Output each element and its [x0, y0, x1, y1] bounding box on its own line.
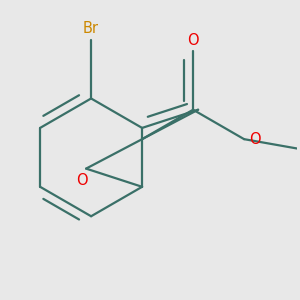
- Text: Br: Br: [83, 21, 99, 36]
- Text: O: O: [76, 173, 88, 188]
- Text: O: O: [187, 33, 199, 48]
- Text: O: O: [249, 132, 261, 147]
